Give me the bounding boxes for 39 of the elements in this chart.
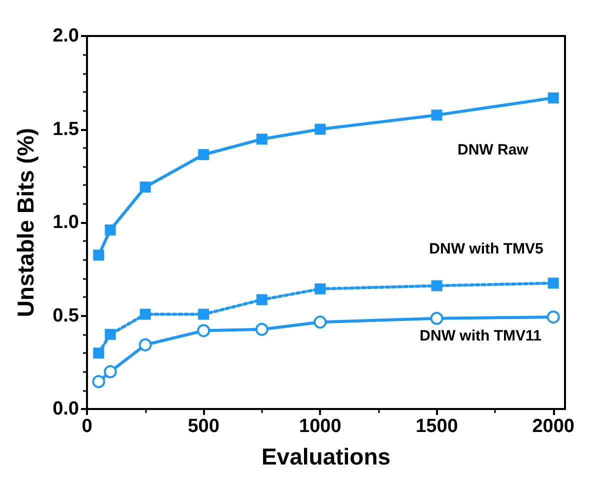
point: [198, 308, 210, 320]
point: [256, 294, 268, 306]
point: [430, 312, 444, 325]
x-tick-label: 2000: [532, 416, 574, 437]
series-label: DNW Raw: [458, 141, 529, 158]
x-tick-label: 500: [188, 416, 220, 437]
point: [93, 348, 104, 359]
point: [546, 310, 560, 324]
point: [104, 224, 116, 236]
series-label: DNW with TMV11: [420, 328, 542, 345]
point: [548, 92, 559, 104]
series-label: DNW with TMV5: [429, 240, 544, 258]
point: [197, 324, 210, 338]
point: [314, 316, 327, 329]
point: [198, 149, 210, 160]
point: [548, 278, 559, 289]
y-tick-label: 2.0: [52, 26, 79, 46]
y-tick-label: 0.0: [52, 398, 79, 420]
point: [314, 283, 326, 294]
y-axis-title: Unstable Bits (%): [12, 128, 38, 318]
y-tick-label: 1.0: [52, 212, 79, 233]
y-tick-label: 1.5: [52, 118, 80, 140]
point: [140, 182, 151, 193]
x-tick-label: 1000: [299, 416, 342, 437]
point: [140, 308, 151, 320]
y-tick-label: 0.5: [52, 305, 80, 326]
point: [431, 110, 442, 121]
point: [138, 338, 152, 352]
point: [314, 124, 326, 135]
point: [104, 328, 116, 340]
x-tick-label: 1500: [416, 416, 458, 437]
point: [431, 280, 442, 292]
x-tick-label: 0: [82, 416, 92, 437]
point: [255, 322, 268, 336]
point: [92, 375, 106, 388]
point: [93, 250, 104, 261]
point: [256, 134, 268, 145]
point: [104, 365, 117, 378]
x-axis-title: Evaluations: [261, 444, 391, 470]
